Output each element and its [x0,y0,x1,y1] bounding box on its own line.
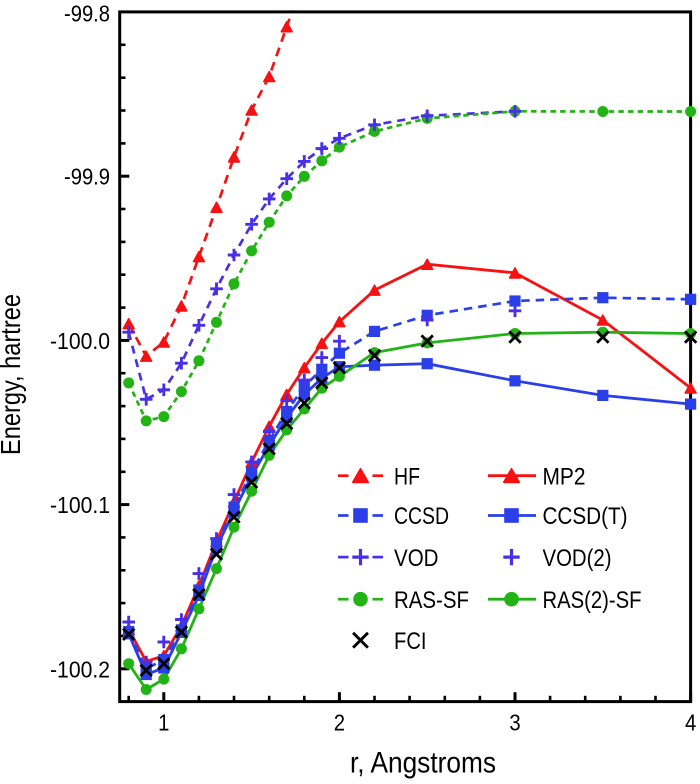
svg-text:-99.9: -99.9 [64,164,110,190]
svg-text:VOD(2): VOD(2) [543,545,612,572]
svg-text:MP2: MP2 [543,463,586,490]
svg-text:RAS(2)-SF: RAS(2)-SF [543,587,642,614]
svg-text:1: 1 [158,710,169,736]
svg-text:Energy, hartree: Energy, hartree [0,294,26,455]
svg-text:-100.2: -100.2 [50,656,110,682]
svg-text:-99.8: -99.8 [64,1,110,27]
svg-text:2: 2 [334,710,345,736]
svg-text:-100.1: -100.1 [50,492,110,518]
svg-text:CCSD(T): CCSD(T) [543,503,628,530]
svg-text:FCI: FCI [394,628,427,655]
svg-text:VOD: VOD [394,545,439,572]
svg-text:RAS-SF: RAS-SF [394,587,469,614]
svg-text:-100.0: -100.0 [50,328,110,354]
svg-text:CCSD: CCSD [394,503,449,530]
svg-text:r, Angstroms: r, Angstroms [350,746,496,779]
svg-text:4: 4 [685,710,696,736]
svg-text:HF: HF [394,463,420,490]
svg-text:3: 3 [509,710,520,736]
